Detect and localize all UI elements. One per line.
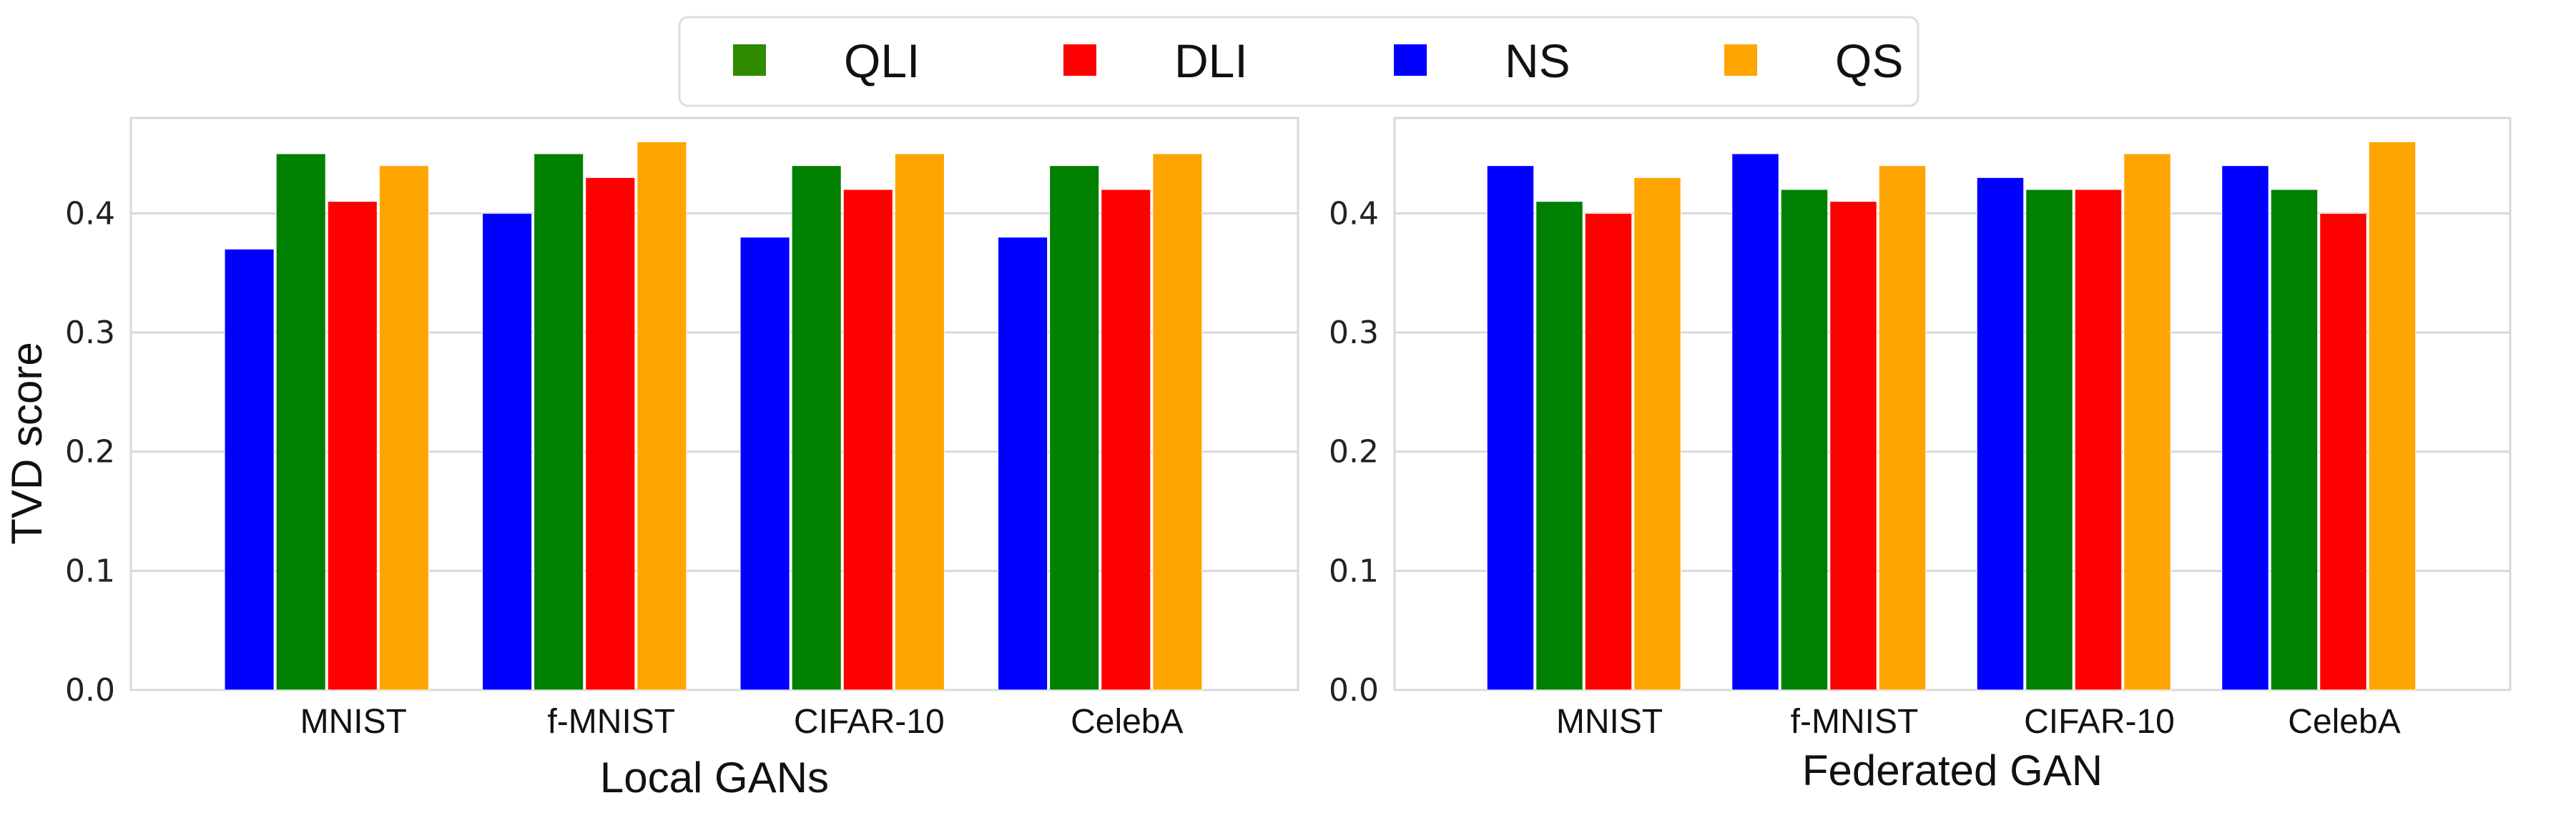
x-tick-label: MNIST bbox=[300, 703, 407, 741]
bar-qs-cifar-10 bbox=[894, 153, 945, 691]
bar-dli-celeba bbox=[1101, 189, 1151, 691]
x-tick-label: CelebA bbox=[1071, 703, 1183, 741]
bar-qli-celeba bbox=[2270, 189, 2319, 691]
bar-dli-cifar-10 bbox=[2074, 189, 2123, 691]
y-tick-label: 0.4 bbox=[65, 195, 115, 232]
bar-qs-f-mnist bbox=[636, 141, 687, 691]
y-axis-title: TVD score bbox=[3, 342, 51, 544]
bar-ns-celeba bbox=[998, 237, 1048, 691]
bar-dli-mnist bbox=[1584, 212, 1633, 691]
bar-ns-celeba bbox=[2221, 165, 2269, 691]
y-tick-label: 0.1 bbox=[1329, 553, 1379, 589]
y-tick-label: 0.3 bbox=[65, 315, 115, 351]
legend-label-qs: QS bbox=[1835, 34, 1903, 87]
legend-swatch-qli bbox=[733, 44, 766, 76]
x-tick-label: f-MNIST bbox=[1791, 703, 1919, 741]
bar-dli-f-mnist bbox=[585, 177, 636, 691]
bar-qs-celeba bbox=[1152, 153, 1203, 691]
bar-qs-f-mnist bbox=[1878, 165, 1927, 691]
legend-swatch-ns bbox=[1394, 44, 1427, 76]
bar-qli-f-mnist bbox=[534, 153, 584, 691]
bar-qli-mnist bbox=[1535, 201, 1583, 691]
x-tick-label: CelebA bbox=[2288, 703, 2400, 741]
x-tick-label: CIFAR-10 bbox=[794, 703, 945, 741]
x-axis-title: Local GANs bbox=[600, 754, 829, 802]
bar-dli-f-mnist bbox=[1829, 201, 1877, 691]
bar-qs-cifar-10 bbox=[2123, 153, 2171, 691]
bar-dli-cifar-10 bbox=[842, 189, 893, 691]
x-tick-label: f-MNIST bbox=[547, 703, 675, 741]
y-tick-label: 0.0 bbox=[65, 672, 115, 709]
bar-ns-cifar-10 bbox=[739, 237, 790, 691]
legend-label-dli: DLI bbox=[1174, 34, 1248, 87]
chart-panels: 0.0 0.1 0.2 0.3 0.4 MNIST f-MNIST CIFAR-10 Celeb… bbox=[65, 117, 2512, 802]
bar-dli-celeba bbox=[2319, 212, 2367, 691]
y-tick-label: 0.2 bbox=[1329, 434, 1379, 470]
x-axis-title: Federated GAN bbox=[1802, 746, 2103, 794]
bar-ns-f-mnist bbox=[482, 212, 533, 691]
x-tick-label: MNIST bbox=[1556, 703, 1663, 741]
bar-ns-f-mnist bbox=[1731, 153, 1779, 691]
bar-ns-mnist bbox=[224, 248, 275, 691]
legend-swatch-dli bbox=[1063, 44, 1096, 76]
y-tick-label: 0.1 bbox=[65, 553, 115, 589]
x-tick-label: CIFAR-10 bbox=[2024, 703, 2175, 741]
legend-label-qli: QLI bbox=[844, 34, 920, 87]
bar-qli-cifar-10 bbox=[2025, 189, 2073, 691]
bar-qli-celeba bbox=[1049, 165, 1100, 691]
y-tick-label: 0.0 bbox=[1329, 672, 1379, 709]
bar-qli-cifar-10 bbox=[791, 165, 842, 691]
chart-panel-1: 0.0 0.1 0.2 0.3 0.4 MNIST f-MNIST CIFAR-10 Celeb… bbox=[65, 117, 1299, 802]
bar-qs-mnist bbox=[378, 165, 429, 691]
legend: QLI DLI NS QS bbox=[678, 16, 1919, 107]
bar-ns-mnist bbox=[1486, 165, 1535, 691]
y-tick-label: 0.3 bbox=[1329, 315, 1379, 351]
y-tick-label: 0.2 bbox=[65, 434, 115, 470]
bar-qs-celeba bbox=[2368, 141, 2417, 691]
y-tick-label: 0.4 bbox=[1329, 195, 1379, 232]
legend-swatch-qs bbox=[1724, 44, 1757, 76]
bar-dli-mnist bbox=[327, 201, 378, 691]
chart-panel-2: 0.0 0.1 0.2 0.3 0.4 MNIST f-MNIST CIFAR-10 Celeb… bbox=[1329, 117, 2512, 794]
bar-qli-mnist bbox=[275, 153, 326, 691]
bar-qli-f-mnist bbox=[1780, 189, 1829, 691]
legend-label-ns: NS bbox=[1505, 34, 1570, 87]
bar-ns-cifar-10 bbox=[1976, 177, 2025, 691]
bar-qs-mnist bbox=[1633, 177, 1681, 691]
legend-frame bbox=[678, 16, 1919, 107]
